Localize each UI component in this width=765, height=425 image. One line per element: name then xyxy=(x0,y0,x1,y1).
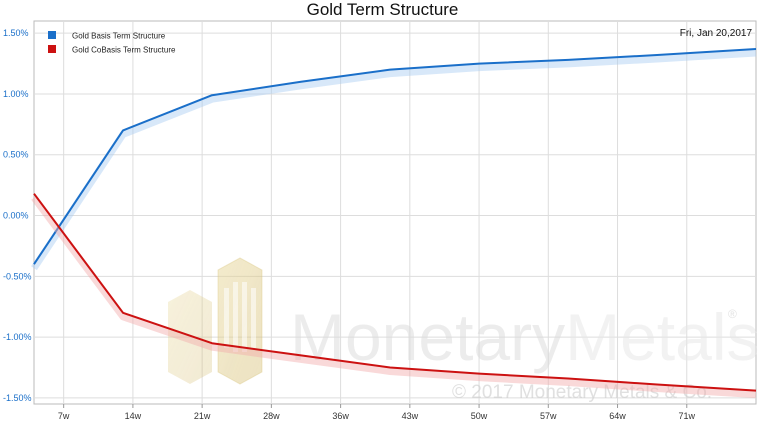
x-tick-label: 7w xyxy=(58,411,70,421)
legend-label-cobasis: Gold CoBasis Term Structure xyxy=(72,46,176,55)
legend-swatch-basis xyxy=(48,31,56,39)
x-tick-label: 21w xyxy=(194,411,211,421)
y-tick-label: -1.50% xyxy=(3,393,32,403)
plot-area xyxy=(33,20,757,405)
y-tick-label: 0.50% xyxy=(3,150,29,160)
watermark-logo xyxy=(217,257,263,385)
y-tick-label: -0.50% xyxy=(3,271,32,281)
x-tick-label: 64w xyxy=(609,411,626,421)
watermark-copyright: © 2017 Monetary Metals & Co. xyxy=(452,382,712,403)
series-line-basis xyxy=(33,48,757,265)
x-tick-label: 71w xyxy=(679,411,696,421)
x-tick-label: 43w xyxy=(402,411,419,421)
legend-swatch-cobasis xyxy=(48,45,56,53)
x-tick-label: 50w xyxy=(471,411,488,421)
watermark-brand: MonetaryMetals xyxy=(290,300,760,374)
series-shadow xyxy=(31,195,757,399)
legend-label-basis: Gold Basis Term Structure xyxy=(72,32,166,41)
legend: Gold Basis Term Structure Gold CoBasis T… xyxy=(48,31,176,55)
y-tick-label: 0.00% xyxy=(3,211,29,221)
chart-title: Gold Term Structure xyxy=(306,0,459,19)
watermark-registered: ® xyxy=(728,307,737,321)
axis-labels: 7w 14w 21w 28w 36w 43w 50w 57w 64w 71w 1.50% 1.00% 0… xyxy=(3,28,696,421)
series-layer xyxy=(31,48,757,399)
x-tick-label: 28w xyxy=(263,411,280,421)
chart-date: Fri, Jan 20,2017 xyxy=(680,28,753,39)
x-tick-label: 57w xyxy=(540,411,557,421)
x-tick-label: 36w xyxy=(332,411,349,421)
series-line-cobasis xyxy=(33,193,757,392)
gridlines xyxy=(34,21,756,404)
y-tick-label: 1.50% xyxy=(3,28,29,38)
series-shadow xyxy=(31,49,757,271)
y-tick-label: -1.00% xyxy=(3,332,32,342)
watermark: MonetaryMetals ® © 2017 Monetary Metals … xyxy=(168,257,760,403)
y-tick-label: 1.00% xyxy=(3,89,29,99)
x-tick-label: 14w xyxy=(125,411,142,421)
